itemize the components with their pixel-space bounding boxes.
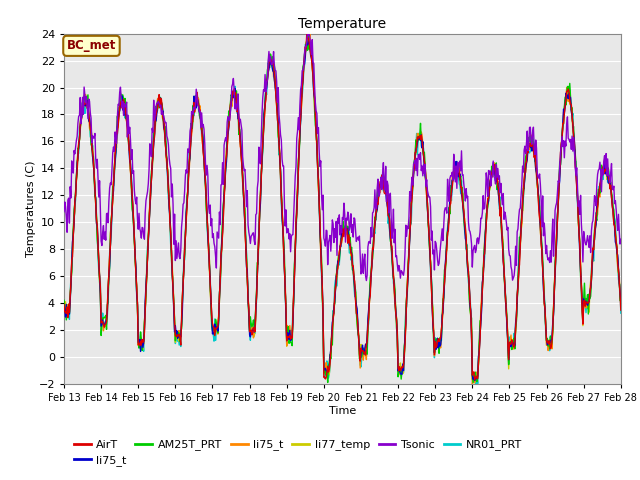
X-axis label: Time: Time [329, 406, 356, 416]
Legend: AirT, li75_t, AM25T_PRT, li75_t, li77_temp, Tsonic, NR01_PRT: AirT, li75_t, AM25T_PRT, li75_t, li77_te… [70, 435, 527, 470]
Y-axis label: Temperatures (C): Temperatures (C) [26, 160, 36, 257]
Text: BC_met: BC_met [67, 39, 116, 52]
Title: Temperature: Temperature [298, 17, 387, 31]
